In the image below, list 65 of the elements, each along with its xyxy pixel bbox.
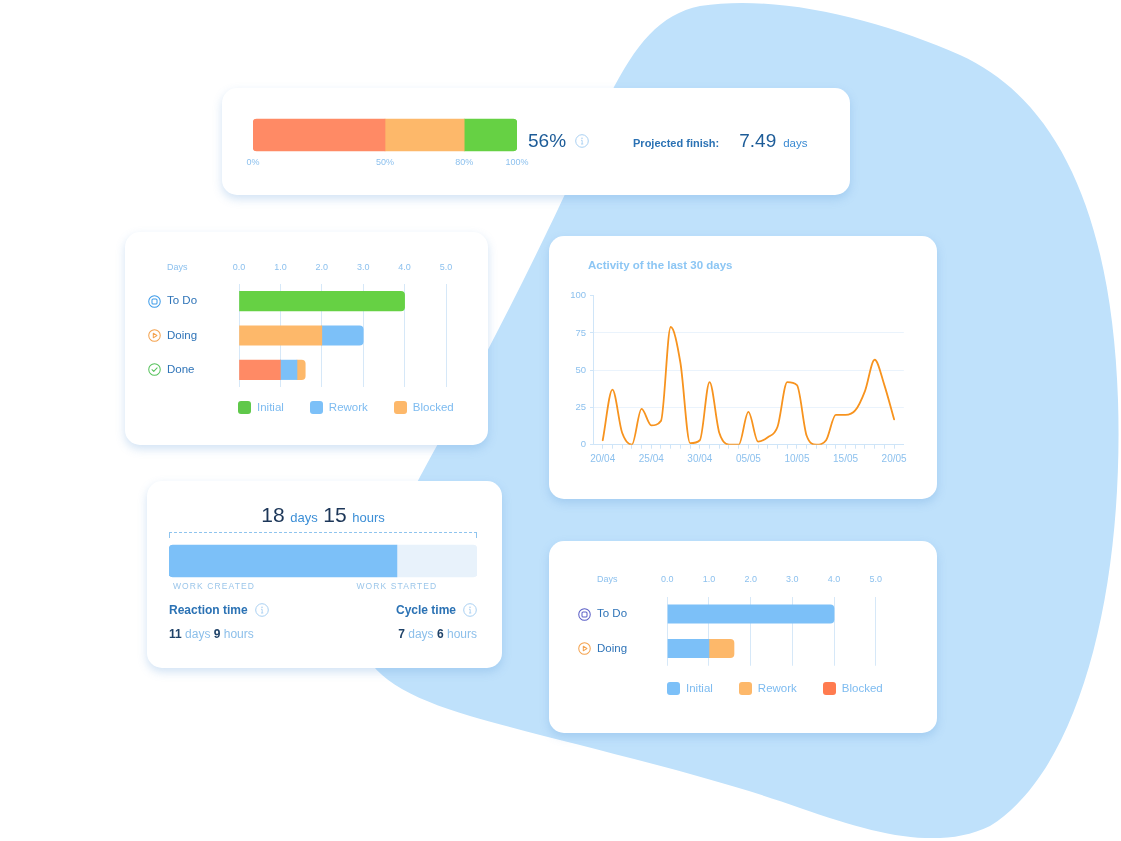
bar: [280, 359, 298, 380]
x-tick-label: 5.0: [439, 262, 453, 273]
text: Cycle time: [395, 603, 456, 617]
text: days: [783, 137, 808, 149]
bar: [463, 118, 517, 152]
text: 7.49: [739, 129, 777, 153]
x-tick-label: 2.0: [315, 262, 329, 273]
x-tick-label: 80%: [455, 156, 474, 167]
x-tick-label: 0%: [246, 156, 260, 167]
text: 56%: [528, 129, 567, 153]
y-tick-label: Doing: [167, 328, 198, 341]
x-tick-label: 05/05: [735, 453, 762, 465]
legend-label: Rework: [328, 400, 368, 415]
x-tick-label: 2.0: [744, 573, 757, 584]
x-tick-label: 5.0: [869, 573, 882, 584]
x-tick-label: 10/05: [784, 453, 810, 465]
x-tick-label: 15/05: [833, 453, 859, 465]
y-tick-label: Doing: [597, 641, 628, 654]
text: 7 days 6 hours: [398, 627, 477, 641]
x-tick-label: 25/04: [638, 453, 665, 465]
y-tick-label: 75: [575, 326, 586, 338]
x-axis-title: Days: [167, 262, 188, 273]
x-axis-title: Days: [597, 573, 618, 584]
bar: [239, 359, 281, 380]
legend-label: Blocked: [412, 400, 454, 415]
legend-label: Blocked: [841, 681, 883, 696]
bar: [667, 638, 710, 659]
x-tick-label: 30/04: [687, 453, 713, 465]
x-tick-label: 20/04: [590, 453, 616, 465]
y-tick-label: To Do: [167, 294, 198, 307]
bar: [321, 325, 364, 346]
x-tick-label: 20/05: [881, 453, 908, 465]
x-tick-label: 3.0: [786, 573, 799, 584]
legend-label: Rework: [757, 681, 797, 696]
chart-title: Activity of the last 30 days: [588, 258, 733, 272]
x-tick-label: 4.0: [827, 573, 841, 584]
bar: [384, 118, 465, 152]
x-tick-label: 0.0: [661, 573, 674, 584]
y-tick-label: Done: [167, 363, 195, 376]
legend-label: Initial: [686, 681, 713, 696]
chart-title: 18 days 15 hours: [261, 503, 385, 526]
bar: [708, 638, 735, 659]
y-tick-label: 50: [575, 363, 586, 375]
line-series: [601, 326, 895, 445]
x-tick-label: 0.0: [232, 262, 246, 273]
legend-label: Initial: [257, 400, 284, 415]
bar: [253, 118, 386, 152]
y-tick-label: 25: [575, 401, 586, 413]
x-tick-label: 3.0: [356, 262, 370, 273]
x-tick-label: 50%: [375, 156, 395, 167]
text: WORK CREATED: [173, 581, 255, 592]
y-tick-label: To Do: [597, 607, 628, 620]
text: WORK STARTED: [356, 581, 438, 592]
text: Reaction time: [169, 603, 248, 617]
bar: [667, 604, 835, 624]
y-tick-label: 100: [570, 289, 586, 301]
text: Projected finish:: [633, 137, 720, 149]
bar: [239, 291, 405, 312]
text: 11 days 9 hours: [169, 627, 254, 641]
x-tick-label: 100%: [505, 156, 529, 167]
x-tick-label: 1.0: [702, 573, 716, 584]
bar: [296, 359, 306, 380]
x-tick-label: 1.0: [274, 262, 287, 273]
x-tick-label: 4.0: [398, 262, 411, 273]
y-tick-label: 0: [580, 438, 586, 450]
